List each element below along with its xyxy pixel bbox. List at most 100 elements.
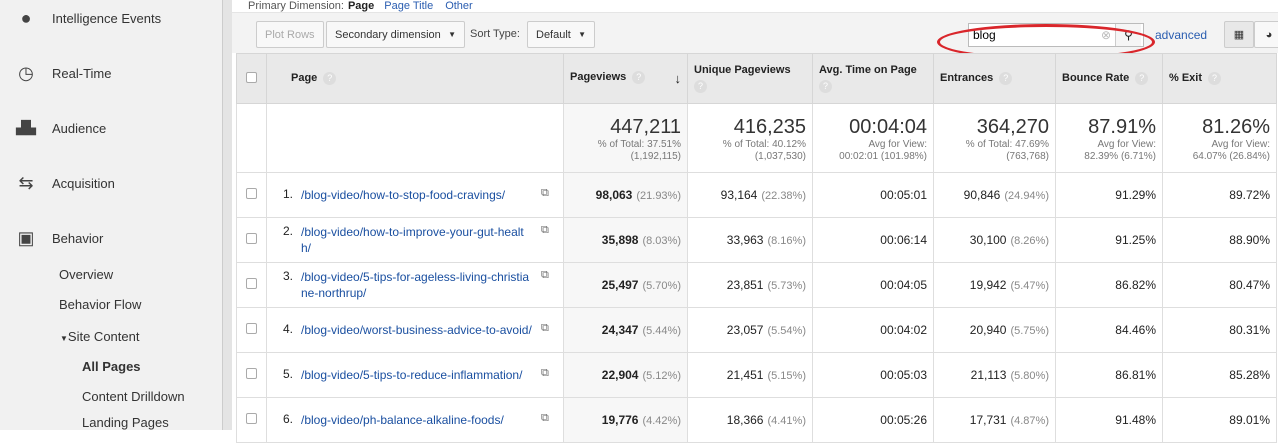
exit-cell: 89.72% [1162, 172, 1277, 218]
open-external-icon[interactable]: ⧉ [541, 412, 549, 424]
help-icon[interactable]: ? [1208, 72, 1222, 85]
people-icon: ▟▙ [16, 120, 36, 135]
pie-view-button[interactable]: ◕ [1254, 21, 1278, 48]
header-pageviews[interactable]: Pageviews? ↓ [563, 53, 688, 104]
sidebar: ● Intelligence Events ◷ Real-Time ▟▙ Audien… [0, 0, 222, 430]
nav-behavior[interactable]: ▣ Behavior [0, 223, 103, 253]
open-external-icon[interactable]: ⧉ [541, 224, 549, 236]
clear-icon[interactable]: ⊗ [1101, 28, 1112, 42]
avg-time-cell: 00:04:02 [812, 307, 934, 353]
primary-other-link[interactable]: Other [445, 0, 473, 12]
avg-time-cell: 00:06:14 [812, 217, 934, 263]
nav-label: Real-Time [52, 65, 112, 81]
table-view-button[interactable]: ▦ [1224, 21, 1254, 48]
select-all-checkbox[interactable] [246, 71, 257, 83]
caret-down-icon: ▼ [448, 30, 456, 39]
row-number: 5. [283, 367, 294, 381]
total-detail: % of Total: 47.69% [965, 139, 1049, 150]
unique-pageviews-cell: 93,164 (22.38%) [687, 172, 813, 218]
page-cell: 4. /blog-video/worst-business-advice-to-a… [266, 307, 564, 353]
help-icon[interactable]: ? [694, 80, 707, 93]
nav-label: Audience [52, 120, 107, 136]
row-number: 4. [283, 322, 294, 336]
help-icon[interactable]: ? [999, 72, 1013, 85]
nav-landing-pages[interactable]: Landing Pages [82, 415, 169, 430]
page-cell: 5. /blog-video/5-tips-to-reduce-inflammat… [266, 352, 564, 398]
search-box: ⊗ ⚲ [968, 23, 1144, 47]
table-row: 3. /blog-video/5-tips-for-ageless-living-… [236, 262, 1277, 308]
row-checkbox[interactable] [246, 413, 257, 424]
row-checkbox[interactable] [246, 188, 257, 199]
header-entrances[interactable]: Entrances? [933, 53, 1056, 104]
header-avg-time[interactable]: Avg. Time on Page? [812, 53, 934, 104]
row-checkbox[interactable] [246, 233, 257, 244]
exit-cell: 88.90% [1162, 217, 1277, 263]
toolbar: Plot Rows Secondary dimension ▼ Sort Type… [232, 12, 1278, 60]
plot-rows-button[interactable]: Plot Rows [256, 21, 324, 48]
bounce-rate-cell: 91.48% [1055, 397, 1163, 443]
caret-down-icon: ▼ [60, 334, 68, 343]
bounce-rate-cell: 91.25% [1055, 217, 1163, 263]
nav-label: Site Content [67, 329, 140, 344]
header-unique-pageviews[interactable]: Unique Pageviews? [687, 53, 813, 104]
unique-pageviews-cell: 33,963 (8.16%) [687, 217, 813, 263]
total-value: 87.91% [1088, 116, 1156, 138]
nav-content-drilldown[interactable]: Content Drilldown [82, 389, 185, 404]
page-link[interactable]: /blog-video/5-tips-to-reduce-inflammatio… [301, 368, 523, 382]
avg-time-cell: 00:04:05 [812, 262, 934, 308]
unique-pageviews-cell: 21,451 (5.15%) [687, 352, 813, 398]
nav-audience[interactable]: ▟▙ Audience [0, 113, 106, 143]
page-link[interactable]: /blog-video/ph-balance-alkaline-foods/ [301, 413, 504, 427]
total-detail: (1,192,115) [630, 151, 681, 162]
page-link[interactable]: /blog-video/worst-business-advice-to-avo… [301, 323, 532, 337]
bounce-rate-cell: 86.82% [1055, 262, 1163, 308]
bounce-rate-cell: 91.29% [1055, 172, 1163, 218]
page-link[interactable]: /blog-video/how-to-stop-food-cravings/ [301, 188, 506, 202]
entrances-cell: 19,942 (5.47%) [933, 262, 1056, 308]
primary-page-title-link[interactable]: Page Title [384, 0, 434, 12]
open-external-icon[interactable]: ⧉ [541, 269, 549, 281]
total-value: 00:04:04 [849, 116, 927, 138]
table-row: 4. /blog-video/worst-business-advice-to-a… [236, 307, 1277, 353]
help-icon[interactable]: ? [1135, 72, 1149, 85]
bounce-rate-cell: 86.81% [1055, 352, 1163, 398]
nav-all-pages[interactable]: All Pages [82, 359, 141, 374]
total-value: 364,270 [976, 116, 1049, 138]
nav-real-time[interactable]: ◷ Real-Time [0, 58, 111, 88]
page-link[interactable]: /blog-video/how-to-improve-your-gut-heal… [301, 225, 524, 255]
help-icon[interactable]: ? [819, 80, 832, 93]
sidebar-scrollbar[interactable] [222, 0, 232, 430]
open-external-icon[interactable]: ⧉ [541, 322, 549, 334]
page-link[interactable]: /blog-video/5-tips-for-ageless-living-ch… [301, 270, 530, 300]
open-external-icon[interactable]: ⧉ [541, 187, 549, 199]
bounce-rate-cell: 84.46% [1055, 307, 1163, 353]
row-checkbox[interactable] [246, 278, 257, 289]
header-page[interactable]: Page? [266, 53, 564, 104]
header-bounce-rate[interactable]: Bounce Rate? [1055, 53, 1163, 104]
row-checkbox[interactable] [246, 323, 257, 334]
arrows-icon: ⇆ [18, 172, 34, 193]
row-checkbox[interactable] [246, 368, 257, 379]
secondary-dimension-dropdown[interactable]: Secondary dimension ▼ [326, 21, 465, 48]
total-detail: (763,768) [1006, 151, 1049, 162]
header-exit[interactable]: % Exit? [1162, 53, 1277, 104]
row-number: 6. [283, 412, 294, 426]
search-input[interactable] [969, 28, 1099, 42]
help-icon[interactable]: ? [323, 72, 337, 85]
avg-time-cell: 00:05:26 [812, 397, 934, 443]
advanced-filter-link[interactable]: advanced [1155, 28, 1208, 42]
search-icon[interactable]: ⚲ [1115, 24, 1142, 46]
sort-type-label: Sort Type: [470, 28, 520, 40]
nav-acquisition[interactable]: ⇆ Acquisition [0, 168, 114, 198]
nav-site-content[interactable]: ▼Site Content [60, 329, 139, 344]
nav-intelligence-events[interactable]: ● Intelligence Events [0, 3, 162, 33]
pageviews-cell: 22,904 (5.12%) [563, 352, 688, 398]
nav-overview[interactable]: Overview [59, 267, 114, 282]
help-icon[interactable]: ? [632, 71, 646, 84]
row-select [236, 352, 267, 398]
nav-label: Behavior [52, 230, 104, 246]
pageviews-cell: 24,347 (5.44%) [563, 307, 688, 353]
open-external-icon[interactable]: ⧉ [541, 367, 549, 379]
nav-behavior-flow[interactable]: Behavior Flow [59, 297, 142, 312]
sort-type-dropdown[interactable]: Default ▼ [527, 21, 595, 48]
